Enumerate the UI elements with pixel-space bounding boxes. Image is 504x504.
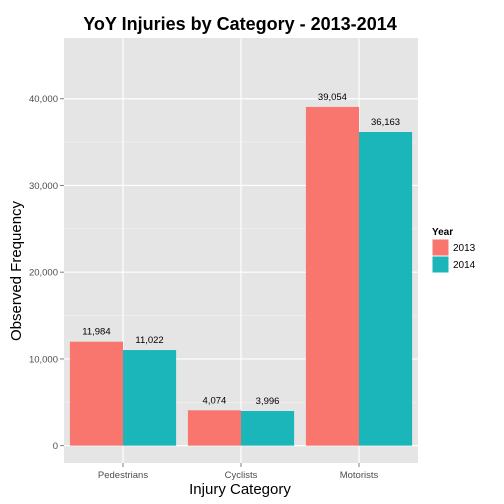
x-tick-label: Cyclists [225,470,258,481]
y-tick-label: 0 [53,441,58,452]
legend-swatch-2014 [431,255,450,274]
legend-label-2014: 2014 [453,260,476,271]
legend-label-2013: 2013 [453,243,476,254]
legend: Year 2013 2014 [431,227,476,274]
legend-title: Year [432,227,453,238]
x-tick-label: Motorists [340,470,379,481]
bars [69,106,413,446]
legend-swatch-2013 [431,238,450,257]
y-tick-label: 10,000 [29,354,58,365]
y-axis-title: Observed Frequency [8,200,25,341]
y-tick-label: 20,000 [29,268,58,279]
data-label: 4,074 [203,395,227,406]
x-axis-title: Injury Category [189,481,291,498]
data-label: 3,996 [256,396,280,407]
data-labels: 11,984 4,074 39,054 11,022 3,996 36,163 [82,92,400,407]
y-axis: 0 10,000 20,000 30,000 40,000 [29,94,64,452]
bar-2013-pedestrians [69,341,123,446]
data-label: 11,022 [135,335,163,346]
x-axis: Pedestrians Cyclists Motorists [98,463,379,481]
x-tick-label: Pedestrians [98,470,148,481]
y-tick-label: 40,000 [29,94,58,105]
bar-2013-cyclists [187,410,241,446]
data-label: 11,984 [82,327,110,338]
chart-title: YoY Injuries by Category - 2013-2014 [83,14,396,34]
bar-2014-motorists [359,131,413,446]
y-tick-label: 30,000 [29,181,58,192]
bar-2013-motorists [305,106,359,446]
bar-2014-pedestrians [123,350,177,446]
data-label: 36,163 [371,117,400,128]
bar-2014-cyclists [241,410,295,446]
data-label: 39,054 [318,92,347,103]
